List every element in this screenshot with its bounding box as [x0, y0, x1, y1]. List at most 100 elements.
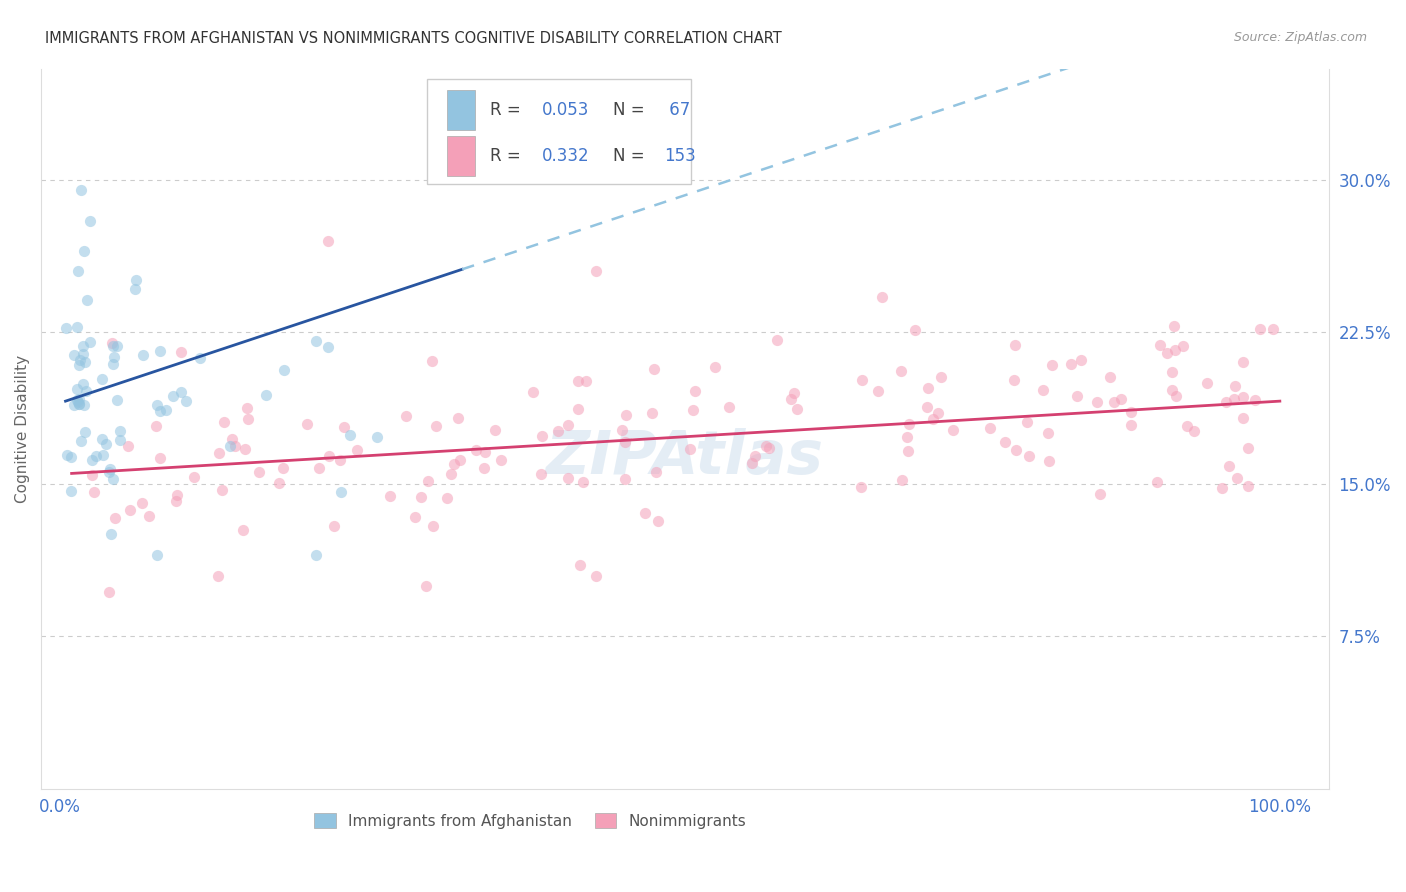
Point	[472, 461, 495, 475]
Point	[318, 449, 340, 463]
Point	[557, 417, 579, 432]
Point	[117, 439, 139, 453]
Point	[110, 434, 132, 448]
Point	[162, 389, 184, 403]
Point	[131, 348, 153, 362]
Point	[316, 234, 339, 248]
Point	[188, 351, 211, 365]
Point	[741, 456, 763, 470]
Point	[1223, 379, 1246, 393]
Point	[124, 282, 146, 296]
Point	[97, 466, 120, 480]
Point	[316, 341, 339, 355]
Point	[1146, 475, 1168, 490]
Point	[416, 474, 439, 488]
Point	[165, 493, 187, 508]
Point	[322, 519, 344, 533]
Point	[149, 403, 172, 417]
Point	[1236, 479, 1258, 493]
Point	[851, 373, 873, 387]
Point	[1163, 343, 1185, 357]
Point	[1156, 345, 1178, 359]
Point	[1161, 365, 1184, 379]
Point	[484, 423, 506, 437]
Point	[758, 441, 780, 455]
Point	[849, 480, 872, 494]
Point	[1218, 458, 1240, 473]
Point	[138, 509, 160, 524]
Point	[72, 347, 94, 361]
FancyBboxPatch shape	[447, 136, 475, 176]
Point	[896, 429, 918, 443]
Point	[530, 467, 553, 482]
Point	[404, 510, 426, 524]
Point	[682, 403, 704, 417]
Point	[70, 183, 93, 197]
Point	[105, 393, 128, 408]
Point	[890, 364, 912, 378]
Point	[105, 339, 128, 353]
Point	[249, 466, 271, 480]
Point	[1032, 383, 1054, 397]
Point	[1163, 318, 1185, 333]
Point	[131, 496, 153, 510]
Point	[1226, 471, 1249, 485]
Point	[679, 442, 702, 456]
Point	[474, 444, 496, 458]
Point	[1215, 395, 1237, 409]
Point	[1197, 376, 1219, 390]
Point	[146, 549, 169, 563]
Point	[103, 339, 125, 353]
Point	[780, 392, 803, 406]
Point	[62, 397, 84, 411]
Point	[63, 348, 86, 362]
Point	[145, 419, 167, 434]
Point	[235, 401, 257, 415]
Point	[1111, 392, 1133, 407]
Point	[1015, 415, 1038, 429]
Point	[443, 458, 465, 472]
Point	[67, 397, 90, 411]
Point	[569, 558, 592, 572]
Point	[110, 424, 132, 438]
Point	[124, 273, 146, 287]
Point	[79, 335, 101, 350]
Point	[567, 374, 589, 388]
Point	[717, 401, 740, 415]
Point	[73, 398, 96, 412]
Point	[97, 585, 120, 599]
Point	[332, 420, 354, 434]
Point	[1070, 352, 1092, 367]
Point	[174, 394, 197, 409]
Point	[1244, 392, 1267, 407]
Point	[897, 417, 920, 431]
Point	[83, 484, 105, 499]
Point	[305, 549, 328, 563]
Point	[683, 384, 706, 398]
Point	[101, 357, 124, 371]
Point	[231, 523, 253, 537]
Point	[233, 442, 256, 456]
Point	[221, 432, 243, 446]
Point	[224, 439, 246, 453]
Point	[783, 385, 806, 400]
Y-axis label: Cognitive Disability: Cognitive Disability	[15, 354, 30, 502]
Point	[267, 475, 290, 490]
Point	[647, 514, 669, 528]
Point	[66, 395, 89, 409]
Point	[73, 355, 96, 369]
Point	[522, 384, 544, 399]
Text: 67: 67	[664, 101, 690, 120]
Point	[72, 339, 94, 353]
Point	[575, 374, 598, 388]
Point	[614, 435, 637, 450]
Point	[273, 461, 295, 475]
Point	[59, 484, 82, 499]
Point	[118, 503, 141, 517]
Point	[1121, 418, 1143, 433]
Point	[447, 410, 470, 425]
Point	[366, 430, 388, 444]
Point	[868, 384, 890, 399]
Point	[76, 293, 98, 307]
Point	[1066, 388, 1088, 402]
